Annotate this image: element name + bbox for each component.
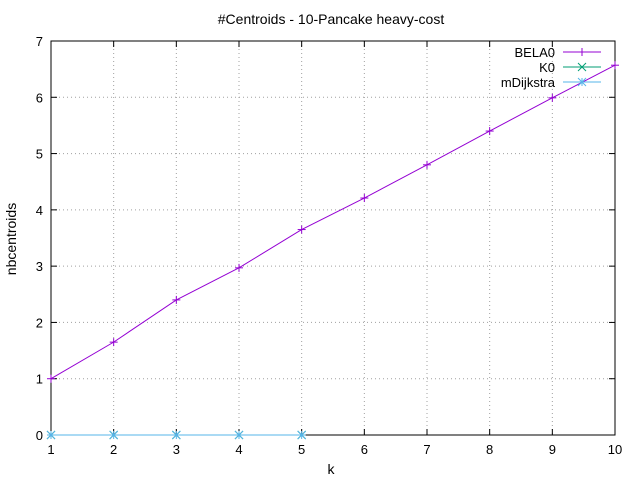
series-layer [46,61,619,440]
y-tick-label: 5 [36,147,43,162]
y-tick-label: 4 [36,203,43,218]
data-point [611,61,619,70]
gridlines [51,41,615,435]
x-tick-label: 4 [235,442,242,457]
data-point [109,430,119,440]
series-bela0 [47,61,619,383]
chart-title: #Centroids - 10-Pancake heavy-cost [218,11,445,27]
y-tick-label: 0 [36,428,43,443]
y-axis-label: nbcentroids [3,203,19,275]
legend-item: mDijkstra [501,75,601,90]
legend-marker [578,48,586,56]
data-point [485,127,494,136]
x-tick-label: 1 [47,442,54,457]
y-tick-label: 7 [36,34,43,49]
legend-marker [577,62,587,72]
x-tick-label: 2 [110,442,117,457]
legend-label: K0 [539,60,555,75]
x-tick-label: 8 [486,442,493,457]
x-tick-label: 6 [361,442,368,457]
series-line [50,64,616,380]
data-point [297,225,306,234]
data-point [171,430,181,440]
y-tick-label: 3 [36,259,43,274]
x-tick-label: 9 [549,442,556,457]
data-point [423,160,431,169]
plot-frame [50,40,616,436]
y-tick-label: 1 [36,372,43,387]
x-tick-label: 7 [423,442,430,457]
x-tick-label: 10 [608,442,622,457]
data-point [234,430,244,440]
y-tick-label: 6 [36,90,43,105]
legend-marker [577,77,587,87]
legend-item: K0 [539,60,601,75]
legend-label: BELA0 [515,45,555,60]
data-point [360,194,369,203]
data-point [46,430,56,440]
x-tick-label: 3 [173,442,180,457]
data-point [548,93,557,102]
data-point [172,295,181,304]
x-tick-label: 5 [298,442,305,457]
series-mdijkstra [46,430,307,440]
legend-label: mDijkstra [501,75,556,90]
data-point [109,338,118,347]
data-point [47,374,55,383]
x-axis-label: k [328,461,336,477]
y-tick-label: 2 [36,315,43,330]
data-point [235,263,243,272]
data-point [297,430,307,440]
legend-item: BELA0 [515,45,601,60]
